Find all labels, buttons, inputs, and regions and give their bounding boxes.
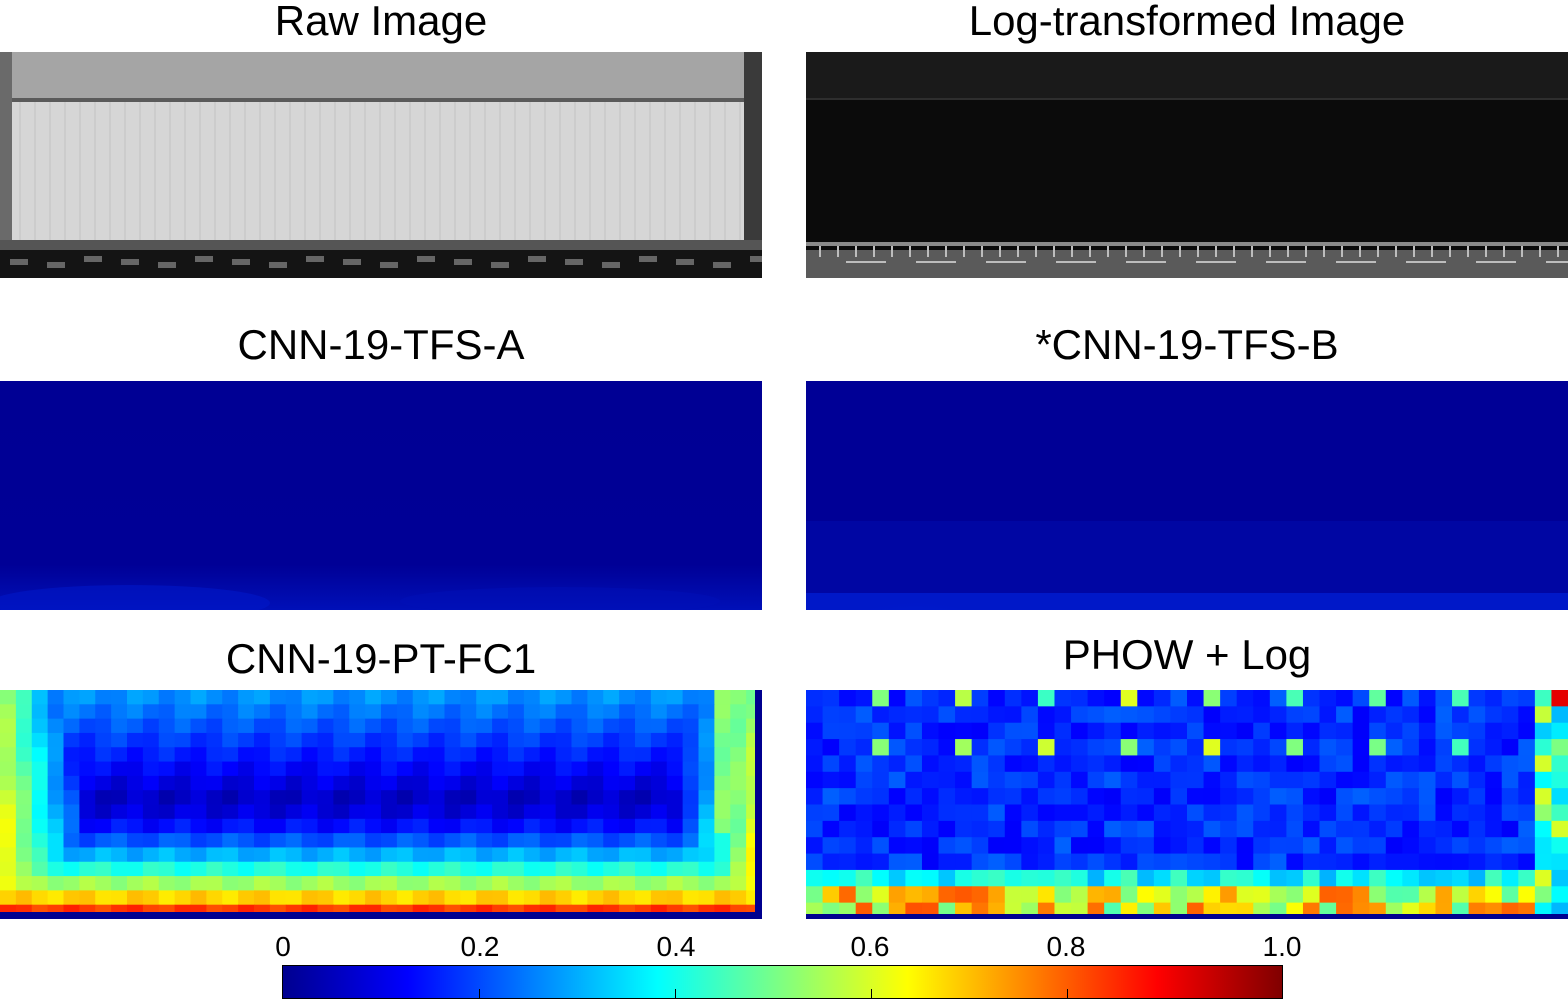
colorbar-tick-label: 0.8: [1046, 931, 1086, 962]
colorbar-tick-label: 0.4: [656, 931, 696, 962]
phow-heatmap: [806, 690, 1568, 919]
pt-fc1-title: CNN-19-PT-FC1: [225, 635, 537, 682]
tfs-a-heatmap: [0, 381, 762, 610]
tfs-b-heatmap: [806, 381, 1568, 610]
raw-image: [0, 52, 762, 278]
log-image: [806, 52, 1568, 278]
colorbar-tick: [1067, 989, 1068, 999]
colorbar-tick: [479, 989, 480, 999]
colorbar-tick-label: 1.0: [1262, 931, 1302, 962]
phow-title: PHOW + Log: [1062, 631, 1312, 678]
tfs-a-title: CNN-19-TFS-A: [237, 321, 525, 368]
log-image-panel: [806, 52, 1568, 278]
colorbar: [282, 965, 1283, 999]
colorbar-tick-label: 0: [275, 931, 291, 962]
log-image-title: Log-transformed Image: [968, 0, 1406, 44]
colorbar-tick-label: 0.6: [850, 931, 890, 962]
colorbar-tick: [675, 989, 676, 999]
tfs-b-title: *CNN-19-TFS-B: [1035, 321, 1339, 368]
pt-fc1-heatmap: [0, 690, 762, 919]
colorbar-tick: [871, 989, 872, 999]
colorbar-tick-label: 0.2: [460, 931, 500, 962]
raw-image-title: Raw Image: [274, 0, 488, 44]
raw-image-panel: [0, 52, 762, 278]
